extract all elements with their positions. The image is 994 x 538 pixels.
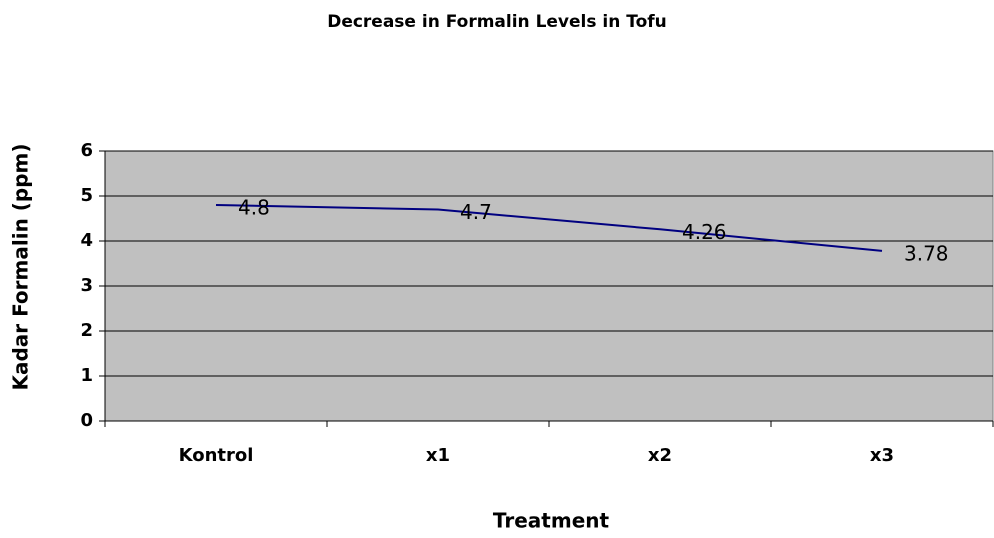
x-tick-label: Kontrol [179, 445, 254, 466]
y-tick-label: 4 [80, 230, 93, 251]
line [215, 204, 883, 252]
data-label: 4.26 [682, 220, 727, 244]
y-tick-label: 1 [80, 365, 93, 386]
x-tick-label: x1 [426, 445, 450, 466]
x-tick-label: x2 [648, 445, 672, 466]
data-label: 4.7 [460, 200, 492, 224]
chart-title: Decrease in Formalin Levels in Tofu [327, 12, 667, 32]
x-tick-label: x3 [870, 445, 894, 466]
data-label: 3.78 [904, 241, 949, 265]
y-tick-label: 2 [80, 320, 93, 341]
data-label: 4.8 [238, 196, 270, 220]
y-tick-label: 0 [80, 410, 93, 431]
y-tick-label: 5 [80, 185, 93, 206]
y-axis-title: Kadar Formalin (ppm) [9, 143, 33, 390]
x-axis-title: Treatment [493, 509, 610, 533]
y-tick-label: 3 [80, 275, 93, 296]
y-tick-label: 6 [80, 140, 93, 161]
